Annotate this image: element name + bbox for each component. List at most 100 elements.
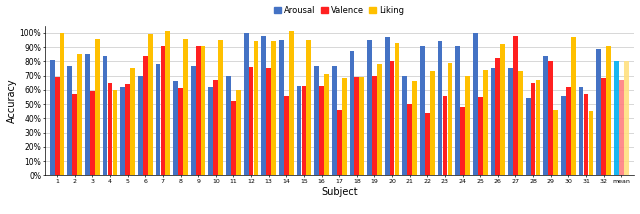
Bar xyxy=(148,34,152,175)
Bar xyxy=(465,76,470,175)
Bar xyxy=(50,60,54,175)
Bar xyxy=(249,67,253,175)
Bar xyxy=(596,49,601,175)
Bar xyxy=(138,76,143,175)
Bar xyxy=(390,61,394,175)
Bar xyxy=(579,87,584,175)
Bar xyxy=(213,80,218,175)
Bar xyxy=(342,79,346,175)
Bar xyxy=(395,43,399,175)
Bar xyxy=(614,61,619,175)
Bar xyxy=(355,77,359,175)
Bar xyxy=(337,110,342,175)
Bar xyxy=(279,40,284,175)
Bar xyxy=(443,96,447,175)
Bar xyxy=(301,86,307,175)
Bar xyxy=(173,81,178,175)
Bar xyxy=(125,84,130,175)
Bar xyxy=(455,46,460,175)
Bar xyxy=(236,90,241,175)
Bar xyxy=(447,63,452,175)
Bar xyxy=(566,87,571,175)
Bar xyxy=(478,97,483,175)
Bar xyxy=(372,76,377,175)
Bar xyxy=(196,46,200,175)
Bar xyxy=(130,68,135,175)
Bar xyxy=(518,71,523,175)
Bar xyxy=(377,64,382,175)
Bar xyxy=(324,74,329,175)
Bar xyxy=(367,40,372,175)
Bar xyxy=(166,31,170,175)
Bar xyxy=(218,40,223,175)
Bar xyxy=(244,33,248,175)
Bar xyxy=(95,39,100,175)
Bar xyxy=(253,41,259,175)
Bar xyxy=(412,81,417,175)
Bar xyxy=(526,98,531,175)
Bar xyxy=(90,91,95,175)
Bar xyxy=(430,71,435,175)
Legend: Arousal, Valence, Liking: Arousal, Valence, Liking xyxy=(271,3,407,19)
Bar xyxy=(548,61,553,175)
Bar xyxy=(407,104,412,175)
Bar xyxy=(473,33,477,175)
Bar xyxy=(307,40,311,175)
Bar xyxy=(601,79,606,175)
Bar xyxy=(108,83,113,175)
Bar xyxy=(67,66,72,175)
Bar xyxy=(385,37,390,175)
Bar xyxy=(360,77,364,175)
Bar xyxy=(584,94,588,175)
Bar xyxy=(460,107,465,175)
Bar xyxy=(102,56,108,175)
Bar xyxy=(201,46,205,175)
Bar xyxy=(296,86,301,175)
Bar xyxy=(266,68,271,175)
Bar xyxy=(226,76,231,175)
Bar xyxy=(561,96,566,175)
Bar xyxy=(543,56,548,175)
Bar xyxy=(178,88,183,175)
Bar xyxy=(606,46,611,175)
Bar xyxy=(161,46,165,175)
Bar xyxy=(332,66,337,175)
Bar xyxy=(589,111,593,175)
Bar xyxy=(289,31,294,175)
Bar xyxy=(624,61,628,175)
Bar xyxy=(420,46,425,175)
Bar xyxy=(571,37,576,175)
Bar xyxy=(284,96,289,175)
Bar xyxy=(72,94,77,175)
Bar xyxy=(619,80,623,175)
Bar xyxy=(536,80,540,175)
Bar xyxy=(513,36,518,175)
Bar xyxy=(261,36,266,175)
Bar xyxy=(531,83,536,175)
Bar xyxy=(120,87,125,175)
Bar xyxy=(85,54,90,175)
Bar xyxy=(271,41,276,175)
Bar xyxy=(508,68,513,175)
Bar xyxy=(425,113,429,175)
Bar xyxy=(490,68,495,175)
Bar xyxy=(438,41,442,175)
Bar xyxy=(55,77,60,175)
Bar xyxy=(191,66,196,175)
Bar xyxy=(183,39,188,175)
Bar xyxy=(403,76,407,175)
Bar xyxy=(143,56,148,175)
Bar xyxy=(113,90,117,175)
Bar xyxy=(314,66,319,175)
Bar xyxy=(60,33,65,175)
Bar xyxy=(495,58,500,175)
Bar xyxy=(231,101,236,175)
Y-axis label: Accuracy: Accuracy xyxy=(7,78,17,123)
Bar xyxy=(77,54,82,175)
Bar xyxy=(554,110,558,175)
Bar xyxy=(483,70,488,175)
Bar xyxy=(209,87,213,175)
Bar xyxy=(156,64,161,175)
Bar xyxy=(319,86,324,175)
Bar xyxy=(349,51,355,175)
